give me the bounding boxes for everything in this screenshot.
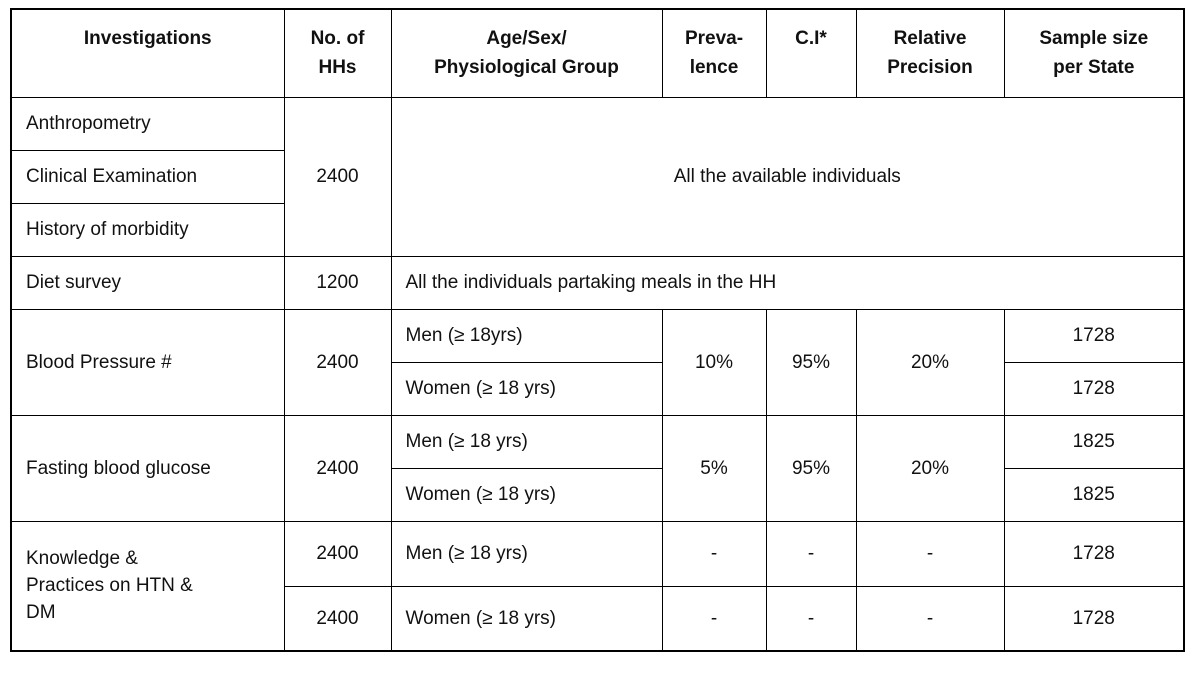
cell-relative-precision: 20% [855, 308, 1005, 416]
table-row: Clinical Examination [10, 149, 1184, 204]
header-line: C.I* [795, 28, 827, 49]
cell-sample-size: 1728 [1003, 520, 1185, 587]
header-line: Investigations [83, 28, 212, 49]
table-row: Diet survey 1200 All the individuals par… [10, 255, 1185, 310]
cell-relative-precision: 20% [855, 414, 1005, 522]
header-ci: C.I* [765, 8, 857, 98]
header-line: Physiological Group [434, 57, 619, 78]
cell-hhs: 2400 [283, 96, 392, 257]
header-row: Investigations No. of HHs Age/Sex/ Physi… [10, 8, 1185, 98]
header-sample-size: Sample size per State [1003, 8, 1185, 98]
header-line: HHs [318, 57, 357, 78]
cell-group-women: Women (≥ 18 yrs) [390, 467, 663, 522]
table-row: Blood Pressure # 2400 Men (≥ 18yrs) 10% … [10, 308, 1185, 416]
cell-group-men: Men (≥ 18 yrs) [390, 414, 663, 469]
sampling-design-table: Investigations No. of HHs Age/Sex/ Physi… [10, 8, 1185, 652]
cell-hhs: 2400 [283, 520, 392, 587]
header-prevalence: Preva- lence [661, 8, 767, 98]
cell-hhs: 2400 [283, 585, 392, 652]
cell-relative-precision: - [855, 585, 1005, 652]
table-row: 2400 Women (≥ 18 yrs) - - - 1728 [11, 585, 1185, 652]
header-age-sex-group: Age/Sex/ Physiological Group [390, 8, 663, 98]
cell-investigation-clinical-examination: Clinical Examination [10, 149, 285, 204]
table-row: Anthropometry 2400 All the available ind… [10, 96, 1185, 257]
cell-sample-size: 1728 [1003, 585, 1185, 652]
table-row: Knowledge & Practices on HTN & DM 2400 M… [10, 520, 1185, 652]
cell-group-women: Women (≥ 18 yrs) [390, 361, 663, 416]
header-line: per State [1053, 57, 1135, 78]
header-relative-precision: Relative Precision [855, 8, 1005, 98]
cell-sample-size: 1825 [1003, 414, 1185, 469]
cell-sample-size: 1825 [1003, 467, 1185, 522]
cell-prevalence: - [661, 585, 767, 652]
cell-group-men: Men (≥ 18 yrs) [390, 520, 663, 587]
cell-investigation-diet-survey: Diet survey [10, 255, 285, 310]
table-row: History of morbidity [10, 202, 1184, 257]
cell-ci: 95% [765, 308, 857, 416]
cell-ci: 95% [765, 414, 857, 522]
header-line: Sample size [1039, 28, 1149, 49]
cell-relative-precision: - [855, 520, 1005, 587]
header-line: Relative [893, 28, 967, 49]
cell-prevalence: 5% [661, 414, 767, 522]
investigation-line: Knowledge & [26, 548, 138, 570]
cell-investigation-knowledge-practices: Knowledge & Practices on HTN & DM [10, 520, 285, 652]
header-investigations: Investigations [10, 8, 285, 98]
cell-sample-size: 1728 [1003, 308, 1185, 363]
cell-group-men: Men (≥ 18yrs) [390, 308, 663, 363]
cell-investigation-anthropometry: Anthropometry [10, 96, 285, 151]
investigation-line: DM [26, 602, 56, 624]
cell-hhs: 2400 [283, 414, 392, 522]
cell-hhs: 2400 [283, 308, 392, 416]
header-no-of-hhs: No. of HHs [283, 8, 392, 98]
investigation-line: Practices on HTN & [26, 575, 193, 597]
header-line: No. of [310, 28, 365, 49]
cell-investigation-fasting-blood-glucose: Fasting blood glucose [10, 414, 285, 522]
cell-prevalence: 10% [661, 308, 767, 416]
header-line: Age/Sex/ [486, 28, 567, 49]
cell-ci: - [765, 520, 857, 587]
cell-investigation-history-of-morbidity: History of morbidity [10, 202, 285, 257]
header-line: Preva- [684, 28, 744, 49]
cell-hhs: 1200 [283, 255, 392, 310]
cell-investigation-blood-pressure: Blood Pressure # [10, 308, 285, 416]
cell-note-partaking-meals: All the individuals partaking meals in t… [390, 255, 1185, 310]
cell-group-women: Women (≥ 18 yrs) [390, 585, 663, 652]
table-row: Fasting blood glucose 2400 Men (≥ 18 yrs… [10, 414, 1185, 522]
table-row: Women (≥ 18 yrs) 1728 [11, 361, 1185, 416]
header-line: Precision [887, 57, 973, 78]
cell-sample-size: 1728 [1003, 361, 1185, 416]
header-line: lence [689, 57, 739, 78]
cell-prevalence: - [661, 520, 767, 587]
table-row: Women (≥ 18 yrs) 1825 [11, 467, 1185, 522]
cell-note-available-individuals: All the available individuals [390, 96, 1185, 257]
cell-ci: - [765, 585, 857, 652]
